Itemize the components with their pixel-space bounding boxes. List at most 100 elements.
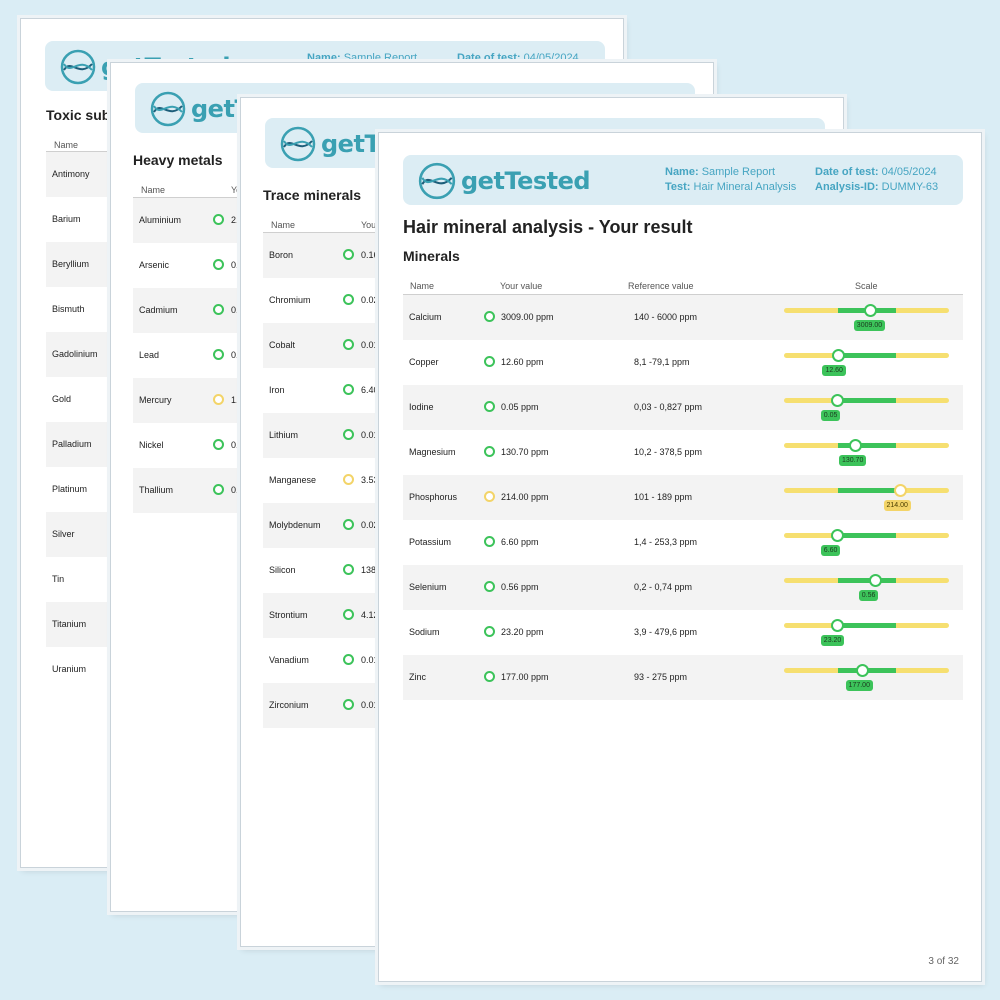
dna-logo-icon xyxy=(150,91,186,127)
table-row: Nickel 0. xyxy=(133,423,713,468)
table-row: Phosphorus 214.00 ppm 101 - 189 ppm 214.00 xyxy=(403,475,963,520)
row-name: Uranium xyxy=(52,664,87,674)
scale-normal-range xyxy=(838,533,897,538)
row-name: Sodium xyxy=(409,627,440,637)
status-dot-icon xyxy=(343,699,354,710)
status-dot-icon xyxy=(484,356,495,367)
table-row: Iodine 0.05 ppm 0,03 - 0,827 ppm 0.05 xyxy=(403,385,963,430)
table-row: Zinc 177.00 ppm 93 - 275 ppm 177.00 xyxy=(403,655,963,700)
row-value: 0.01 xyxy=(361,430,379,440)
row-name: Manganese xyxy=(269,475,317,485)
row-value: 0.02 xyxy=(361,295,379,305)
column-value: You xyxy=(361,220,377,230)
row-name: Lithium xyxy=(269,430,299,440)
scale-marker xyxy=(848,439,862,452)
section-title: Trace minerals xyxy=(263,187,362,203)
status-dot-icon xyxy=(343,654,354,665)
table-row: Gold xyxy=(46,377,623,422)
row-name: Silver xyxy=(52,529,75,539)
row-reference: 0,03 - 0,827 ppm xyxy=(634,402,703,412)
row-value: 0.01 xyxy=(361,700,379,710)
scale-value-tag: 0.56 xyxy=(858,590,879,601)
status-dot-icon xyxy=(213,304,224,315)
row-name: Chromium xyxy=(269,295,311,305)
row-name: Cadmium xyxy=(139,305,178,315)
table-row: Copper 12.60 ppm 8,1 -79,1 ppm 12.60 xyxy=(403,340,963,385)
dna-logo-icon xyxy=(418,162,456,200)
column-value: Yo xyxy=(231,185,242,195)
status-dot-icon xyxy=(484,626,495,637)
row-value: 0. xyxy=(231,260,239,270)
row-name: Platinum xyxy=(52,484,88,494)
meta-name: Name: Sample Report xyxy=(307,52,418,64)
row-name: Gold xyxy=(52,394,72,404)
status-dot-icon xyxy=(343,294,354,305)
table-row: Tin xyxy=(46,557,623,602)
status-dot-icon xyxy=(213,349,224,360)
row-value: 6.40 xyxy=(361,385,379,395)
section-title: Minerals xyxy=(403,248,460,264)
status-dot-icon xyxy=(343,519,354,530)
row-name: Nickel xyxy=(139,440,164,450)
row-value: 0. xyxy=(231,305,239,315)
row-name: Silicon xyxy=(269,565,296,575)
row-value: 177.00 ppm xyxy=(501,672,549,682)
table-divider xyxy=(403,294,963,295)
table-row: Barium xyxy=(46,197,623,242)
row-reference: 1,4 - 253,3 ppm xyxy=(634,537,698,547)
scale-value-tag: 12.60 xyxy=(822,365,846,376)
row-reference: 101 - 189 ppm xyxy=(634,492,693,502)
row-name: Palladium xyxy=(52,439,92,449)
status-dot-icon xyxy=(484,491,495,502)
table-row: Calcium 3009.00 ppm 140 - 6000 ppm 3009.00 xyxy=(403,295,963,340)
row-name: Zirconium xyxy=(269,700,309,710)
scale-value-tag: 130.70 xyxy=(838,455,867,466)
row-name: Gadolinium xyxy=(52,349,98,359)
row-reference: 93 - 275 ppm xyxy=(634,672,688,682)
row-name: Phosphorus xyxy=(409,492,458,502)
status-dot-icon xyxy=(484,311,495,322)
report-header: getTested Name: Sample Report Test: Hair… xyxy=(403,155,963,205)
status-dot-icon xyxy=(213,259,224,270)
section-title: Toxic sub xyxy=(46,107,111,123)
table-row: Lead 0. xyxy=(133,333,713,378)
scale-value-tag: 23.20 xyxy=(820,635,845,646)
row-value: 4.12 xyxy=(361,610,379,620)
table-row: Sodium 23.20 ppm 3,9 - 479,6 ppm 23.20 xyxy=(403,610,963,655)
scale-normal-range xyxy=(838,488,897,493)
status-dot-icon xyxy=(484,671,495,682)
status-dot-icon xyxy=(484,446,495,457)
row-name: Barium xyxy=(52,214,81,224)
row-value: 6.60 ppm xyxy=(501,537,539,547)
row-name: Aluminium xyxy=(139,215,182,225)
row-reference: 10,2 - 378,5 ppm xyxy=(634,447,703,457)
scale-value-tag: 214.00 xyxy=(883,500,911,511)
row-value: 0.16 xyxy=(361,250,379,260)
scale-marker xyxy=(832,349,846,362)
table-row: Chromium 0.02 xyxy=(263,278,843,323)
meta-date: Date of test: 04/05/2024 xyxy=(457,52,579,64)
row-reference: 3,9 - 479,6 ppm xyxy=(634,627,698,637)
status-dot-icon xyxy=(484,401,495,412)
row-name: Zinc xyxy=(409,672,427,682)
meta-test: Test: Hair Mineral Analysis xyxy=(665,181,797,193)
row-name: Strontium xyxy=(269,610,308,620)
table-row: Silicon 138 xyxy=(263,548,843,593)
brand-name: getTested xyxy=(461,167,591,195)
status-dot-icon xyxy=(343,384,354,395)
row-name: Magnesium xyxy=(409,447,456,457)
row-name: Mercury xyxy=(139,395,172,405)
report-page-minerals: getTested Name: Sample Report Test: Hair… xyxy=(378,132,982,982)
row-value: 0. xyxy=(231,485,239,495)
row-name: Potassium xyxy=(409,537,452,547)
row-value: 130.70 ppm xyxy=(501,447,549,457)
row-value: 0.05 ppm xyxy=(501,402,539,412)
scale-normal-range xyxy=(838,353,897,358)
table-row: Magnesium 130.70 ppm 10,2 - 378,5 ppm 130.7… xyxy=(403,430,963,475)
row-value: 0.01 xyxy=(361,340,379,350)
scale-value-tag: 177.00 xyxy=(845,680,873,691)
row-name: Lead xyxy=(139,350,160,360)
table-row: Bismuth xyxy=(46,287,623,332)
row-value: 0.56 ppm xyxy=(501,582,539,592)
row-value: 2. xyxy=(231,215,239,225)
